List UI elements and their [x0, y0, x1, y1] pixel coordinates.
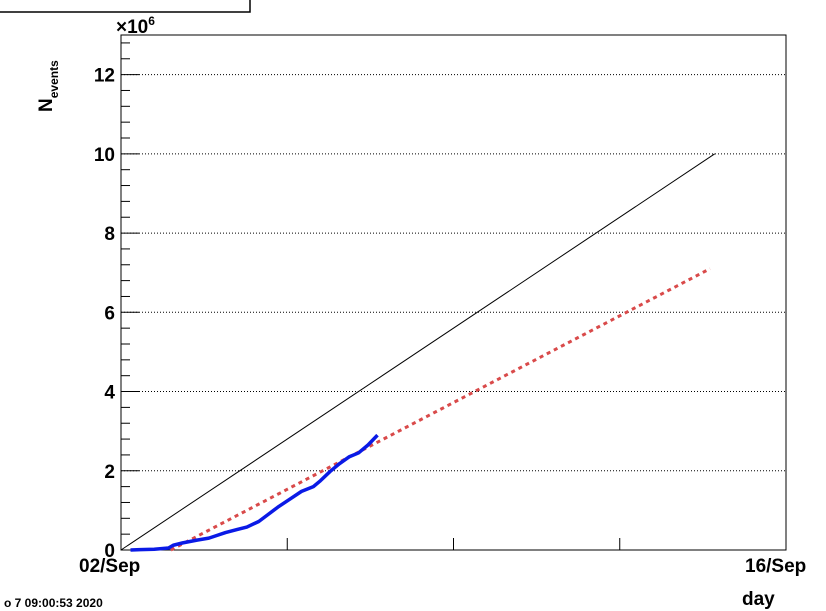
y-axis-ticks: 0 2 4 6 8 10 12 — [94, 42, 787, 562]
y-tick-label: 6 — [104, 303, 115, 324]
y-tick-label: 4 — [104, 383, 115, 404]
series-group — [120, 153, 716, 552]
x-tick-label-start: 02/Sep — [79, 556, 140, 577]
y-grid — [121, 74, 786, 472]
plot-frame — [120, 34, 787, 551]
series-line-0 — [120, 153, 716, 551]
timestamp: o 7 09:00:53 2020 — [4, 596, 103, 610]
series-line-1 — [170, 267, 711, 552]
y-tick-label: 8 — [104, 224, 115, 245]
stats-box-fragment — [0, 0, 251, 13]
svg-text:Nevents: Nevents — [36, 60, 61, 112]
y-tick-label: 12 — [94, 66, 115, 87]
y-tick-label: 0 — [104, 541, 115, 562]
y-axis-title: Nevents — [36, 60, 61, 112]
y-tick-label: 10 — [94, 145, 115, 166]
x-tick-label-end: 16/Sep — [745, 556, 806, 577]
series-line-2 — [130, 433, 379, 552]
x-axis-title: day — [742, 589, 775, 610]
y-multiplier: ×106 — [116, 14, 155, 38]
y-tick-label: 2 — [104, 462, 115, 483]
